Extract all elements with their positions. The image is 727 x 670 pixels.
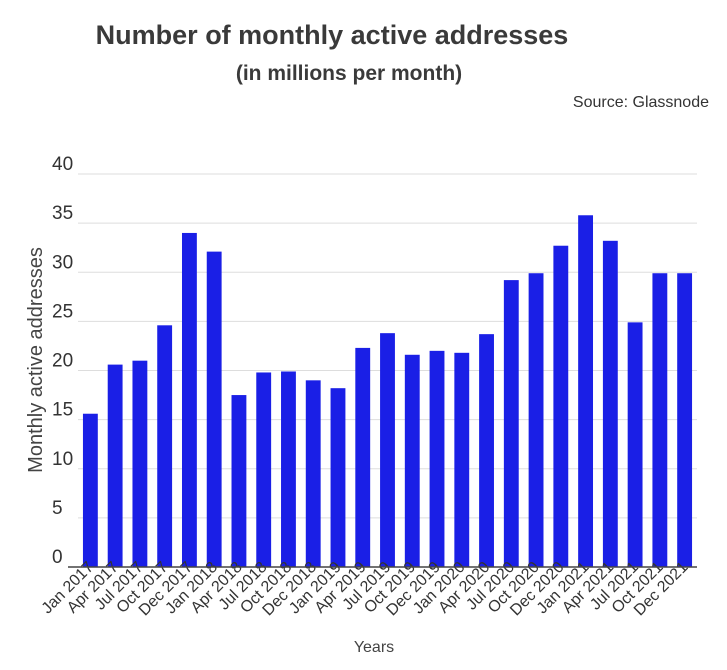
bar — [281, 371, 296, 567]
y-tick-label: 5 — [52, 498, 63, 519]
chart-subtitle: (in millions per month) — [235, 62, 463, 85]
y-axis-label: Monthly active addresses — [25, 247, 47, 473]
y-tick-label: 10 — [52, 449, 73, 470]
bar — [107, 364, 123, 567]
bar — [404, 354, 420, 567]
bar — [429, 350, 445, 567]
y-tick-label: 40 — [52, 154, 73, 175]
bar — [132, 360, 148, 567]
bar — [602, 240, 618, 567]
bar — [206, 251, 222, 567]
y-tick-label: 35 — [52, 203, 73, 224]
bar — [82, 413, 98, 567]
y-tick-label: 20 — [52, 351, 73, 372]
bar — [454, 352, 470, 567]
bar — [181, 232, 197, 567]
bar — [380, 333, 395, 567]
bar — [256, 372, 272, 567]
y-tick-label: 25 — [52, 301, 73, 322]
y-tick-label: 15 — [52, 400, 73, 421]
bar — [578, 215, 594, 567]
y-axis-ticks: 0 5 10 15 20 25 30 35 40 — [52, 154, 73, 568]
bar — [157, 325, 173, 567]
source-note: Source: Glassnode — [572, 94, 709, 111]
chart-title: Number of monthly active addresses — [95, 20, 569, 50]
y-tick-label: 0 — [52, 547, 63, 568]
x-axis-label: Years — [354, 639, 394, 656]
bars — [82, 215, 693, 567]
bar — [553, 245, 569, 567]
bar — [355, 347, 371, 567]
bar — [677, 273, 693, 567]
bar — [305, 380, 321, 567]
bar — [231, 395, 247, 567]
bar — [528, 273, 544, 567]
bar — [627, 322, 643, 567]
bar — [503, 280, 519, 567]
bar — [652, 273, 668, 567]
bar — [479, 334, 494, 567]
y-tick-label: 30 — [52, 252, 73, 273]
bar — [330, 388, 346, 567]
